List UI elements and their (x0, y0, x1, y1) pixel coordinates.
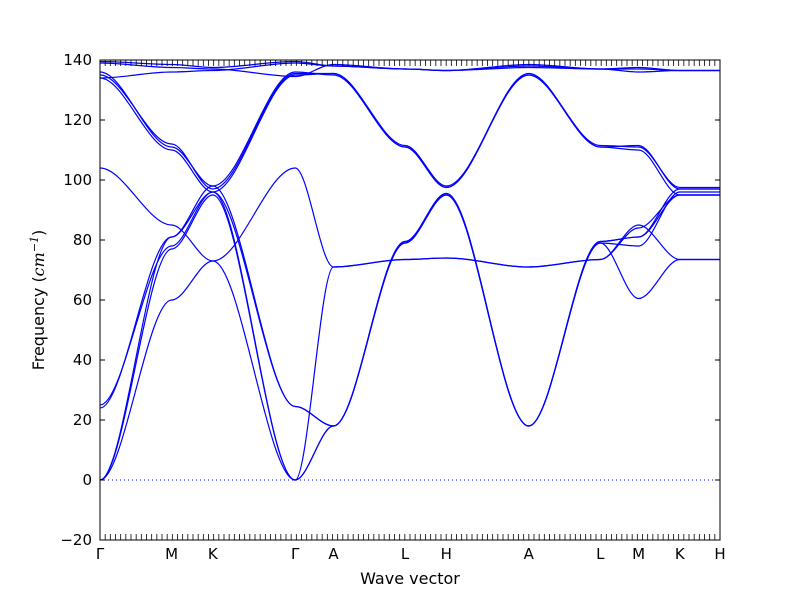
y-tick-label: 120 (63, 111, 92, 129)
y-axis-title-exponent: −1 (28, 236, 41, 252)
plot-frame (99, 59, 721, 541)
bands-layer (100, 60, 720, 481)
y-tick-label: 140 (63, 51, 92, 69)
y-tick-label: 100 (63, 171, 92, 189)
y-axis-title-unit: cm (29, 252, 48, 276)
y-tick-label: 20 (73, 411, 92, 429)
x-tick-label-3: K (208, 545, 219, 563)
y-axis-title: Frequency (cm−1) (28, 230, 49, 371)
x-tick-label-5: A (328, 545, 339, 563)
y-tick-label: 40 (73, 351, 92, 369)
x-tick-label-4: Γ (291, 545, 300, 563)
y-tick-label: −20 (60, 531, 92, 549)
band-12 (100, 60, 720, 72)
band-8 (100, 72, 720, 190)
x-tick-label-10: M (632, 545, 645, 563)
y-tick-label: 60 (73, 291, 92, 309)
y-tick-label: 80 (73, 231, 92, 249)
band-9 (100, 71, 720, 189)
x-tick-label-2: M (165, 545, 178, 563)
x-tick-label-1: Γ (96, 545, 105, 563)
band-6 (100, 167, 720, 268)
band-7 (100, 72, 720, 196)
band-4 (100, 185, 720, 427)
y-axis-title-suffix: ) (29, 230, 48, 236)
y-tick-label: 0 (82, 471, 92, 489)
y-axis: −20 0 20 40 60 80 100 120 140 (60, 51, 720, 549)
x-tick-label-6: L (401, 545, 410, 563)
x-tick-label-9: L (596, 545, 605, 563)
x-axis-title: Wave vector (360, 569, 460, 588)
x-tick-label-7: H (441, 545, 452, 563)
band-5 (100, 191, 720, 427)
x-tick-label-8: A (524, 545, 535, 563)
x-tick-label-12: H (714, 545, 725, 563)
band-3 (100, 224, 720, 481)
y-axis-title-prefix: Frequency ( (29, 276, 48, 370)
x-tick-label-11: K (675, 545, 686, 563)
